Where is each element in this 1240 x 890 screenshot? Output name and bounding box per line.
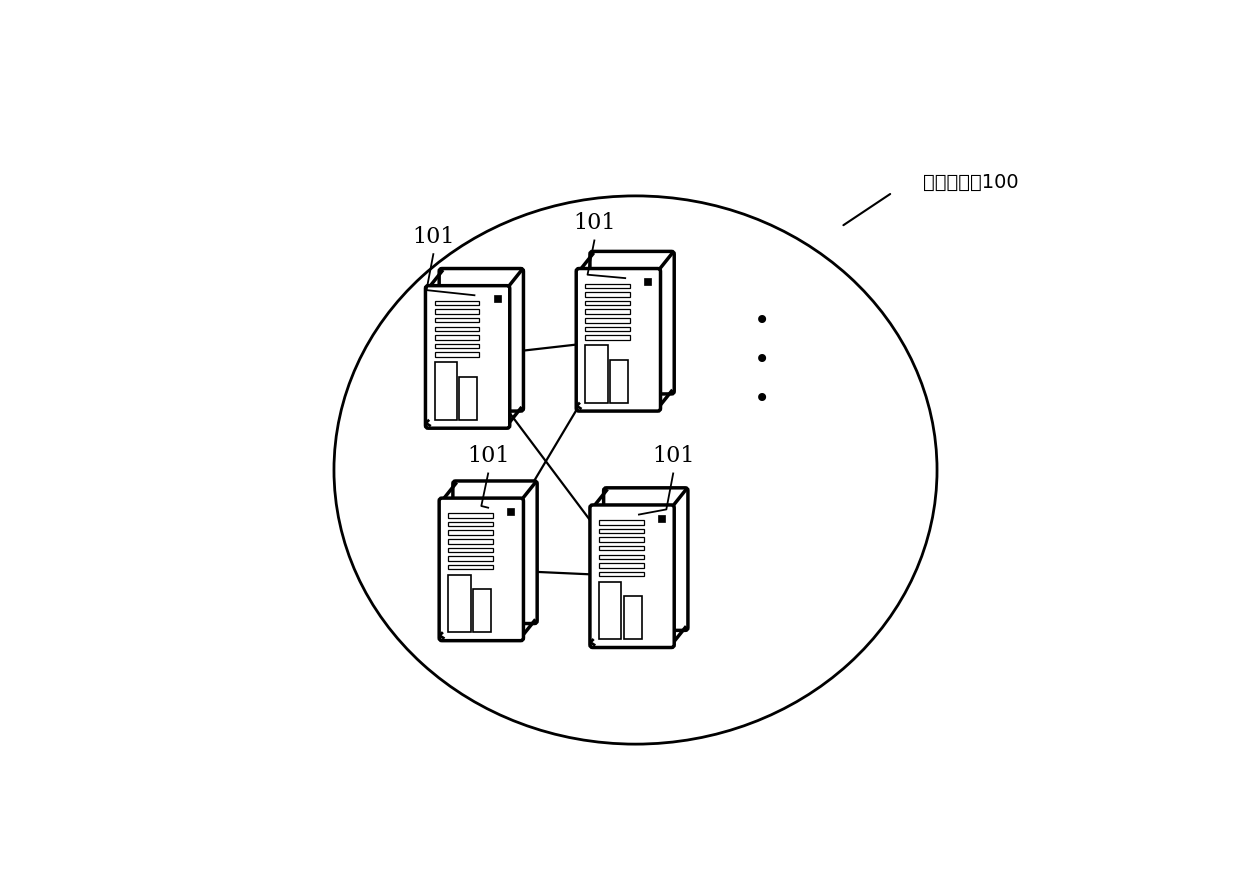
Bar [448, 539, 494, 544]
Bar [610, 360, 627, 403]
Bar [434, 318, 480, 322]
Text: 101: 101 [573, 213, 615, 234]
Bar [585, 292, 630, 296]
Bar [599, 538, 644, 542]
Bar [507, 507, 515, 514]
Text: 101: 101 [467, 445, 510, 467]
Bar [585, 336, 630, 340]
Text: •
•
•: • • • [754, 307, 770, 413]
Bar [624, 596, 641, 639]
Bar [459, 376, 477, 420]
FancyBboxPatch shape [439, 498, 523, 641]
FancyBboxPatch shape [439, 269, 523, 411]
FancyBboxPatch shape [577, 269, 661, 411]
Text: 101: 101 [652, 445, 694, 467]
Bar [434, 301, 480, 305]
Bar [585, 284, 630, 288]
Bar [599, 529, 644, 533]
Bar [434, 336, 480, 340]
Bar [448, 575, 471, 633]
Bar [599, 571, 644, 576]
Bar [494, 295, 501, 303]
Bar [599, 554, 644, 559]
Bar [599, 582, 621, 639]
Bar [585, 310, 630, 314]
Bar [448, 547, 494, 552]
FancyBboxPatch shape [590, 505, 675, 648]
Bar [645, 278, 651, 285]
Bar [599, 546, 644, 550]
Bar [434, 310, 480, 314]
Bar [585, 301, 630, 305]
Bar [599, 563, 644, 568]
Bar [434, 362, 458, 420]
Bar [472, 589, 491, 633]
Bar [448, 556, 494, 561]
Bar [599, 520, 644, 524]
FancyBboxPatch shape [425, 286, 510, 428]
Bar [448, 565, 494, 570]
Text: 101: 101 [412, 226, 455, 248]
Bar [448, 522, 494, 526]
Bar [448, 530, 494, 535]
Bar [448, 514, 494, 518]
Bar [585, 345, 608, 403]
FancyBboxPatch shape [453, 481, 537, 624]
Text: 区块链系统100: 区块链系统100 [924, 173, 1019, 191]
Bar [658, 514, 665, 522]
Bar [585, 318, 630, 322]
Bar [434, 344, 480, 348]
Bar [434, 327, 480, 331]
Bar [585, 327, 630, 331]
Bar [434, 352, 480, 357]
FancyBboxPatch shape [604, 488, 688, 630]
FancyBboxPatch shape [590, 251, 675, 394]
